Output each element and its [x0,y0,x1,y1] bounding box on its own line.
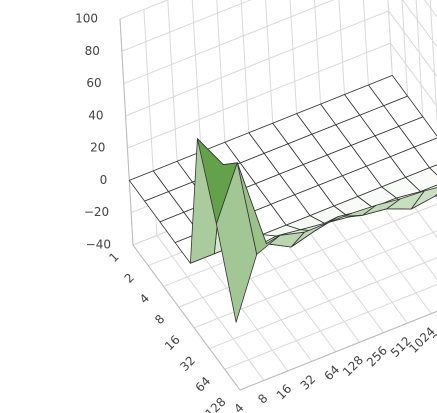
z-gridline-side-4 [388,10,437,78]
x-tick-label-2: 4 [137,291,152,306]
z-gridline-back-3 [127,42,391,149]
x-floor-gridline-6 [224,283,437,370]
z-gridline-back-4 [125,10,389,117]
z-gridline-back-5 [123,0,335,85]
y-tick-label-1: 8 [255,391,270,406]
z-gridline-back-7 [119,0,169,20]
z-tick-label-2: 0 [100,173,108,187]
x-tick-label-6: 64 [193,374,214,395]
z-gridline-back-6 [121,0,252,52]
z-tick-label-7: 100 [75,12,98,26]
y-axis-line [239,310,437,391]
x-tick-label-7: 128 [202,395,228,413]
x-tick-label-4: 16 [162,333,183,354]
z-gridline-side-5 [401,0,437,48]
x-wall-gridline-3 [429,0,437,127]
z-tick-label-1: −20 [84,205,109,219]
z-tick-label-5: 60 [86,76,101,90]
x-floor-gridline-5 [209,257,437,350]
surface-cell-6-0 [215,162,258,323]
z-tick-label-6: 80 [85,44,100,58]
y-tick-label-4: 64 [322,363,343,384]
x-tick-label-1: 2 [122,270,137,285]
surface-cell-4-10 [429,164,437,176]
x-tick-label-0: 1 [106,250,121,265]
y-tick-label-2: 16 [274,382,295,403]
z-tick-label-0: −40 [86,238,111,252]
x-tick-label-5: 32 [177,353,198,374]
y-floor-gridline-1 [156,235,265,381]
y-tick-label-6: 256 [364,343,390,369]
y-tick-label-5: 128 [340,353,366,379]
x-floor-gridline-3 [178,203,437,308]
z-axis-line [119,18,134,246]
y-tick-label-8: 1024 [406,324,437,355]
surface-mesh [128,75,437,323]
x-tick-label-3: 8 [152,312,167,327]
x-axis-line [132,244,241,391]
z-tick-label-3: 20 [90,141,105,155]
y-tick-label-3: 32 [298,372,319,393]
z-gridline-side-3 [390,42,437,108]
y-tick-label-0: 4 [231,401,246,413]
z-tick-label-4: 40 [88,108,103,122]
